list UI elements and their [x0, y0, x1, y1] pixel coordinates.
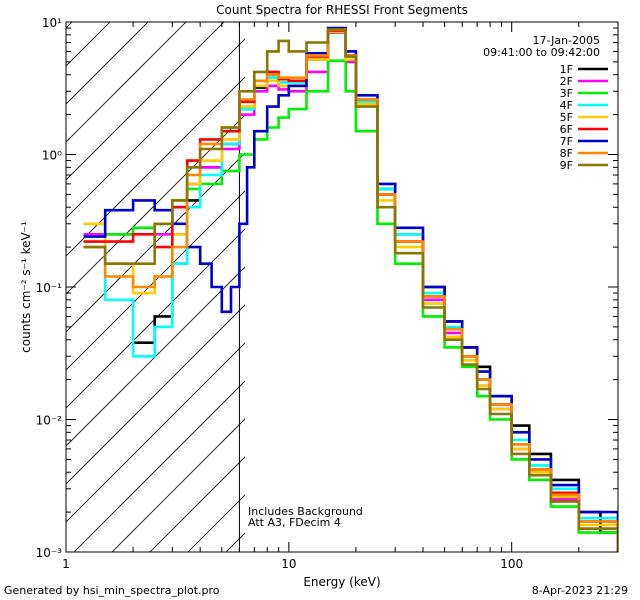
- y-tick-label: 10⁰: [42, 149, 62, 163]
- hatch-line: [66, 304, 245, 485]
- date-label: 17-Jan-2005: [533, 34, 601, 47]
- hatch-line: [66, 342, 245, 523]
- legend-label-3f: 3F: [560, 87, 573, 100]
- x-tick-label: 10: [281, 557, 296, 571]
- time-range-label: 09:41:00 to 09:42:00: [483, 46, 600, 59]
- legend-label-4f: 4F: [560, 99, 573, 112]
- x-axis-label: Energy (keV): [303, 575, 380, 589]
- series-layer: [83, 26, 618, 552]
- legend-label-6f: 6F: [560, 123, 573, 136]
- x-tick-label: 1: [62, 557, 70, 571]
- hatch-line: [340, 0, 640, 552]
- y-axis-label: counts cm⁻² s⁻¹ keV⁻¹: [19, 221, 33, 353]
- legend-label-5f: 5F: [560, 111, 573, 124]
- annotation-attenuator: Att A3, FDecim 4: [248, 516, 341, 529]
- hatch-line: [66, 190, 245, 371]
- legend-label-7f: 7F: [560, 135, 573, 148]
- background-hatch-region: [0, 0, 640, 552]
- footer-timestamp: 8-Apr-2023 21:29: [532, 584, 628, 597]
- hatch-line: [66, 38, 245, 219]
- hatch-line: [302, 0, 640, 552]
- annotation-background: Includes Background: [248, 505, 363, 518]
- hatch-line: [66, 22, 149, 105]
- hatch-line: [66, 22, 225, 181]
- legend-label-9f: 9F: [560, 159, 573, 172]
- hatch-line: [111, 418, 245, 552]
- hatch-line: [264, 0, 640, 552]
- hatch-line: [66, 152, 245, 333]
- legend-label-2f: 2F: [560, 75, 573, 88]
- hatch-line: [66, 76, 245, 257]
- y-tick-label: 10⁻¹: [36, 281, 63, 295]
- axis-ticks: 1 10 100 10¹ 10⁰ 10⁻¹ 10⁻² 10⁻³: [36, 16, 619, 571]
- chart-title: Count Spectra for RHESSI Front Segments: [216, 3, 468, 17]
- footer-generated-by: Generated by hsi_min_spectra_plot.pro: [4, 584, 220, 597]
- hatch-line: [0, 0, 66, 552]
- series-line-3f: [83, 59, 618, 552]
- hatch-line: [66, 228, 245, 409]
- hatch-line: [66, 22, 111, 67]
- y-tick-label: 10⁻³: [36, 546, 63, 560]
- hatch-line: [66, 22, 187, 143]
- y-tick-label: 10¹: [42, 16, 62, 30]
- series-line-4f: [83, 30, 618, 542]
- hatch-line: [73, 380, 245, 552]
- y-tick-label: 10⁻²: [36, 414, 63, 428]
- series-line-8f: [83, 28, 618, 547]
- series-line-9f: [83, 28, 618, 552]
- hatch-line: [66, 114, 245, 295]
- legend-label-8f: 8F: [560, 147, 573, 160]
- hatch-line: [0, 0, 104, 552]
- legend-label-1f: 1F: [560, 63, 573, 76]
- x-tick-label: 100: [500, 557, 523, 571]
